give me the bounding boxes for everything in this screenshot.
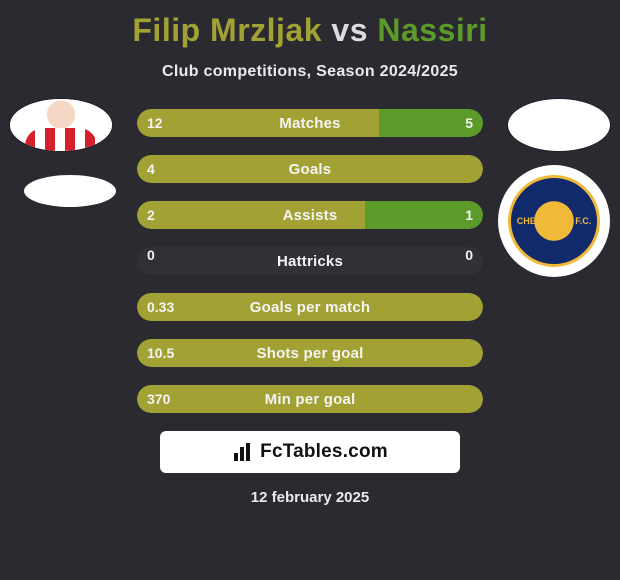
stat-row: 10.5Shots per goal xyxy=(137,339,483,367)
bar-chart-icon xyxy=(232,443,254,461)
chennaiyin-crest-icon: CHENNAIYIN F.C. xyxy=(508,175,600,267)
stat-bar-left: 370 xyxy=(137,385,483,413)
stat-row: 0.33Goals per match xyxy=(137,293,483,321)
stat-bars: 125Matches4Goals21Assists00Hattricks0.33… xyxy=(137,109,483,413)
stat-row: 125Matches xyxy=(137,109,483,137)
player1-jersey xyxy=(25,128,96,151)
stat-bar-left: 12 xyxy=(137,109,379,137)
player2-club-badge: CHENNAIYIN F.C. xyxy=(498,165,610,277)
stat-bar-left: 10.5 xyxy=(137,339,483,367)
footer-date: 12 february 2025 xyxy=(0,489,620,506)
stat-row: 00Hattricks xyxy=(137,247,483,275)
player2-avatar xyxy=(508,99,610,151)
stat-bar-left: 4 xyxy=(137,155,483,183)
player1-photo xyxy=(10,99,112,151)
site-label: FcTables.com xyxy=(260,441,388,463)
title-player2: Nassiri xyxy=(377,12,487,48)
player1-avatar xyxy=(10,99,112,151)
comparison-area: CHENNAIYIN F.C. 125Matches 4Goals 21Assist… xyxy=(0,109,620,413)
stat-bar-right: 1 xyxy=(365,201,483,229)
stat-bar-right: 5 xyxy=(379,109,483,137)
stat-bar-left: 0.33 xyxy=(137,293,483,321)
stat-value-left: 0 xyxy=(137,247,165,275)
stat-row: 370Min per goal xyxy=(137,385,483,413)
crest-text: CHENNAIYIN F.C. xyxy=(517,216,592,226)
stat-row: 21Assists xyxy=(137,201,483,229)
title-vs: vs xyxy=(331,12,368,48)
stat-value-right: 0 xyxy=(455,247,483,275)
stat-row: 4Goals xyxy=(137,155,483,183)
page-title: Filip Mrzljak vs Nassiri xyxy=(0,0,620,49)
player1-club-badge xyxy=(24,175,116,207)
subtitle: Club competitions, Season 2024/2025 xyxy=(0,63,620,81)
site-badge[interactable]: FcTables.com xyxy=(160,431,460,473)
title-player1: Filip Mrzljak xyxy=(132,12,322,48)
stat-bar-left: 2 xyxy=(137,201,365,229)
